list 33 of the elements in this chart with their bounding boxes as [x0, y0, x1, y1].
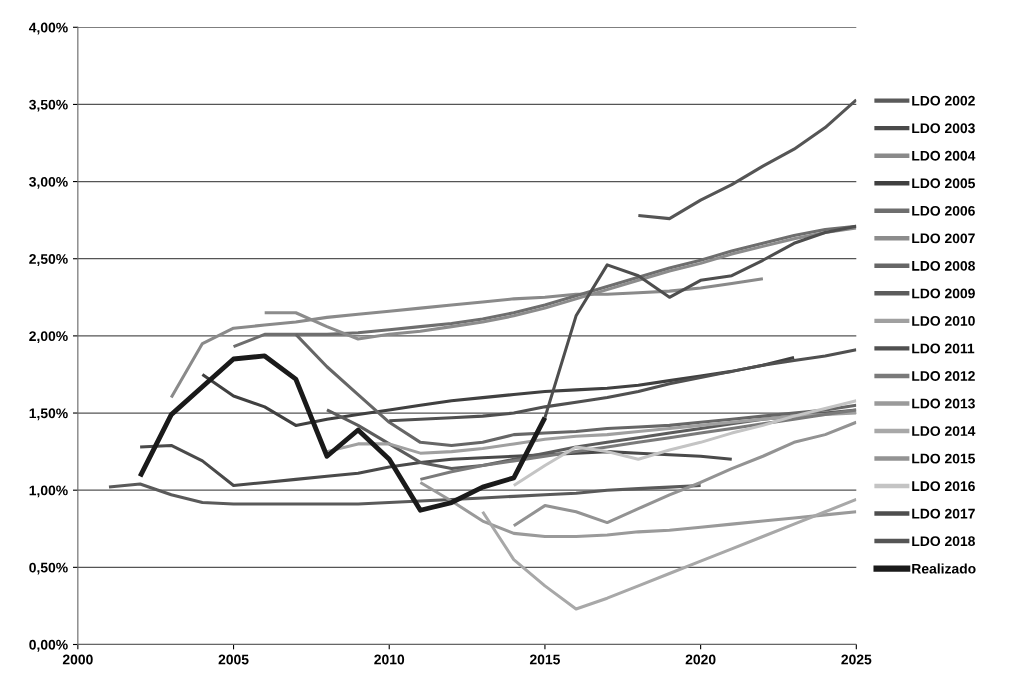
legend-label: LDO 2010 — [912, 316, 975, 326]
x-tick-label: 2020 — [685, 654, 716, 665]
legend-label: LDO 2004 — [912, 150, 976, 161]
legend-label: LDO 2011 — [912, 343, 975, 354]
legend-label: LDO 2013 — [912, 398, 975, 409]
legend-label: LDO 2008 — [912, 260, 975, 271]
legend-label: LDO 2005 — [912, 178, 976, 189]
y-tick-label: 3,50% — [29, 99, 68, 112]
y-tick-label: 0,50% — [29, 562, 68, 575]
legend-label: Realizado — [912, 563, 976, 574]
legend-label: LDO 2002 — [912, 95, 975, 106]
x-tick-label: 2005 — [218, 654, 249, 665]
y-tick-label: 1,50% — [29, 408, 68, 421]
legend-label: LDO 2009 — [912, 288, 975, 299]
y-tick-label: 4,00% — [28, 22, 68, 35]
legend-label: LDO 2012 — [912, 371, 975, 381]
y-tick-label: 1,00% — [29, 485, 68, 498]
x-tick-label: 2000 — [62, 654, 93, 665]
legend-label: LDO 2007 — [912, 233, 975, 244]
legend-label: LDO 2016 — [912, 481, 975, 492]
legend-label: LDO 2003 — [912, 123, 975, 134]
legend-label: LDO 2006 — [912, 205, 975, 216]
y-tick-label: 3,00% — [29, 176, 68, 189]
x-tick-label: 2015 — [529, 654, 560, 665]
y-tick-label: 2,50% — [29, 254, 68, 266]
legend-label: LDO 2015 — [912, 453, 976, 464]
y-tick-label: 2,00% — [29, 331, 68, 344]
x-tick-label: 2010 — [374, 654, 405, 665]
legend-label: LDO 2014 — [912, 426, 976, 436]
legend-label: LDO 2018 — [912, 536, 975, 547]
x-tick-label: 2025 — [841, 654, 872, 665]
y-tick-label: 0,00% — [29, 639, 68, 652]
legend-label: LDO 2017 — [912, 508, 975, 519]
